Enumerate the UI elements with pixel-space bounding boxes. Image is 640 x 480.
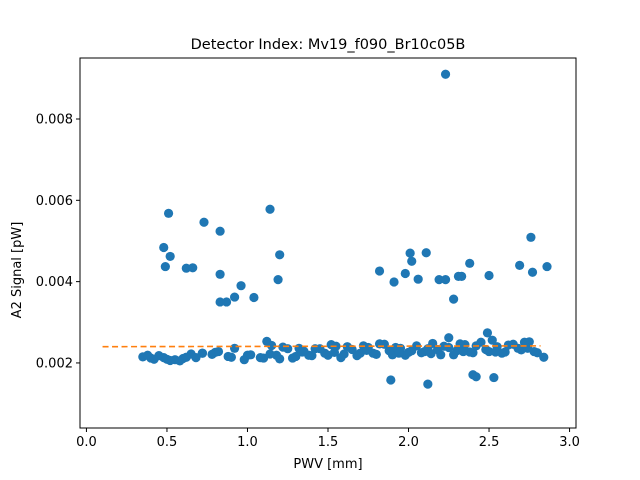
data-point [342, 342, 352, 352]
data-point [197, 348, 207, 358]
data-point [407, 256, 417, 266]
x-axis-label: PWV [mm] [293, 457, 362, 472]
data-point [230, 292, 240, 302]
data-point [246, 350, 256, 360]
x-tick-label: 1.0 [237, 435, 258, 450]
data-point [490, 347, 501, 357]
data-point [160, 261, 170, 272]
data-point [230, 343, 240, 353]
data-point [265, 204, 275, 214]
data-point [165, 251, 175, 262]
data-point [426, 348, 436, 359]
data-point [434, 274, 444, 285]
data-point [199, 217, 209, 227]
data-point [440, 274, 451, 285]
chart-title: Detector Index: Mv19_f090_Br10c05B [191, 37, 466, 53]
data-point [149, 354, 159, 364]
data-point [249, 292, 259, 303]
x-tick-label: 0.0 [76, 435, 97, 450]
x-tick-label: 2.0 [398, 435, 419, 450]
data-point [444, 333, 454, 343]
data-point [329, 347, 340, 357]
data-point [278, 342, 288, 352]
x-tick-label: 2.5 [479, 435, 500, 450]
data-point [163, 208, 174, 218]
data-point [458, 346, 468, 357]
x-tick-label: 3.0 [559, 435, 580, 450]
data-point [457, 271, 467, 281]
data-point [482, 328, 493, 338]
data-point [421, 248, 431, 258]
data-point [465, 258, 475, 268]
data-point [527, 267, 538, 277]
y-tick-label: 0.004 [36, 275, 73, 290]
data-point [489, 372, 499, 383]
fit-line [102, 345, 541, 348]
data-point [262, 336, 272, 346]
data-point [440, 69, 451, 79]
data-point [215, 269, 225, 279]
data-point [542, 261, 552, 272]
data-marks [102, 69, 552, 389]
data-point [275, 250, 285, 260]
data-point [471, 372, 481, 382]
data-point [503, 340, 513, 350]
data-point [273, 274, 283, 285]
data-point [539, 352, 549, 362]
data-point [487, 335, 497, 345]
data-point [413, 274, 423, 284]
data-point [221, 297, 232, 307]
data-point [374, 266, 385, 276]
data-point [223, 351, 233, 362]
y-axis-label: A2 Signal [pW] [10, 222, 25, 319]
y-tick-label: 0.006 [36, 194, 73, 209]
data-point [389, 277, 399, 287]
data-point [165, 355, 175, 366]
data-point [515, 260, 525, 270]
data-point [265, 349, 275, 359]
data-point [287, 353, 298, 363]
data-point [439, 341, 449, 351]
data-point [213, 346, 224, 357]
data-point [181, 352, 191, 362]
data-point [374, 339, 385, 349]
data-point [336, 353, 346, 363]
data-point [215, 226, 225, 236]
data-point [386, 375, 396, 385]
data-point [255, 353, 265, 363]
data-point [239, 355, 249, 365]
x-tick-label: 0.5 [157, 435, 178, 450]
data-point [449, 294, 459, 304]
data-point [484, 270, 494, 281]
data-point [362, 345, 372, 355]
data-point [188, 263, 198, 273]
axes: 0.0 0.5 1.0 1.5 2.0 2.5 3.0 0.002 0.004 0.006 0.00… [36, 57, 580, 450]
data-point [423, 379, 433, 389]
x-tick-label: 1.5 [318, 435, 339, 450]
y-tick-label: 0.002 [36, 356, 73, 371]
data-point [400, 268, 410, 279]
data-point [236, 281, 246, 291]
data-point [159, 242, 169, 253]
data-point [481, 344, 491, 355]
plot-area [102, 69, 552, 389]
data-point [449, 350, 459, 360]
data-point [191, 353, 201, 363]
data-point [394, 348, 404, 358]
data-point [297, 347, 307, 357]
data-point [407, 346, 417, 356]
data-point [405, 248, 415, 258]
data-point [526, 232, 536, 242]
y-tick-label: 0.008 [36, 112, 73, 127]
data-point [215, 297, 225, 307]
